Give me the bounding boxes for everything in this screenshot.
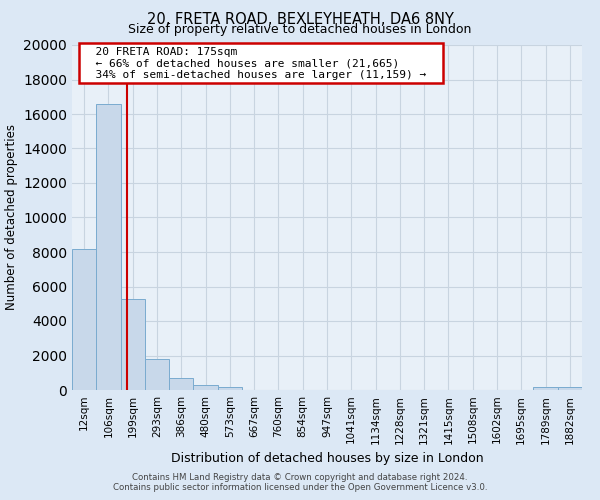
Text: 20 FRETA ROAD: 175sqm  
  ← 66% of detached houses are smaller (21,665)  
  34% : 20 FRETA ROAD: 175sqm ← 66% of detached …: [82, 46, 440, 80]
Bar: [533, 386, 558, 390]
Bar: [218, 386, 242, 390]
Text: 20, FRETA ROAD, BEXLEYHEATH, DA6 8NY: 20, FRETA ROAD, BEXLEYHEATH, DA6 8NY: [146, 12, 454, 28]
Bar: [169, 378, 193, 390]
Text: Contains HM Land Registry data © Crown copyright and database right 2024.
Contai: Contains HM Land Registry data © Crown c…: [113, 473, 487, 492]
Bar: [121, 298, 145, 390]
X-axis label: Distribution of detached houses by size in London: Distribution of detached houses by size …: [170, 452, 484, 465]
Bar: [145, 359, 169, 390]
Text: Size of property relative to detached houses in London: Size of property relative to detached ho…: [128, 22, 472, 36]
Bar: [558, 386, 582, 390]
Y-axis label: Number of detached properties: Number of detached properties: [5, 124, 17, 310]
Bar: [72, 248, 96, 390]
Bar: [193, 385, 218, 390]
Bar: [96, 104, 121, 390]
